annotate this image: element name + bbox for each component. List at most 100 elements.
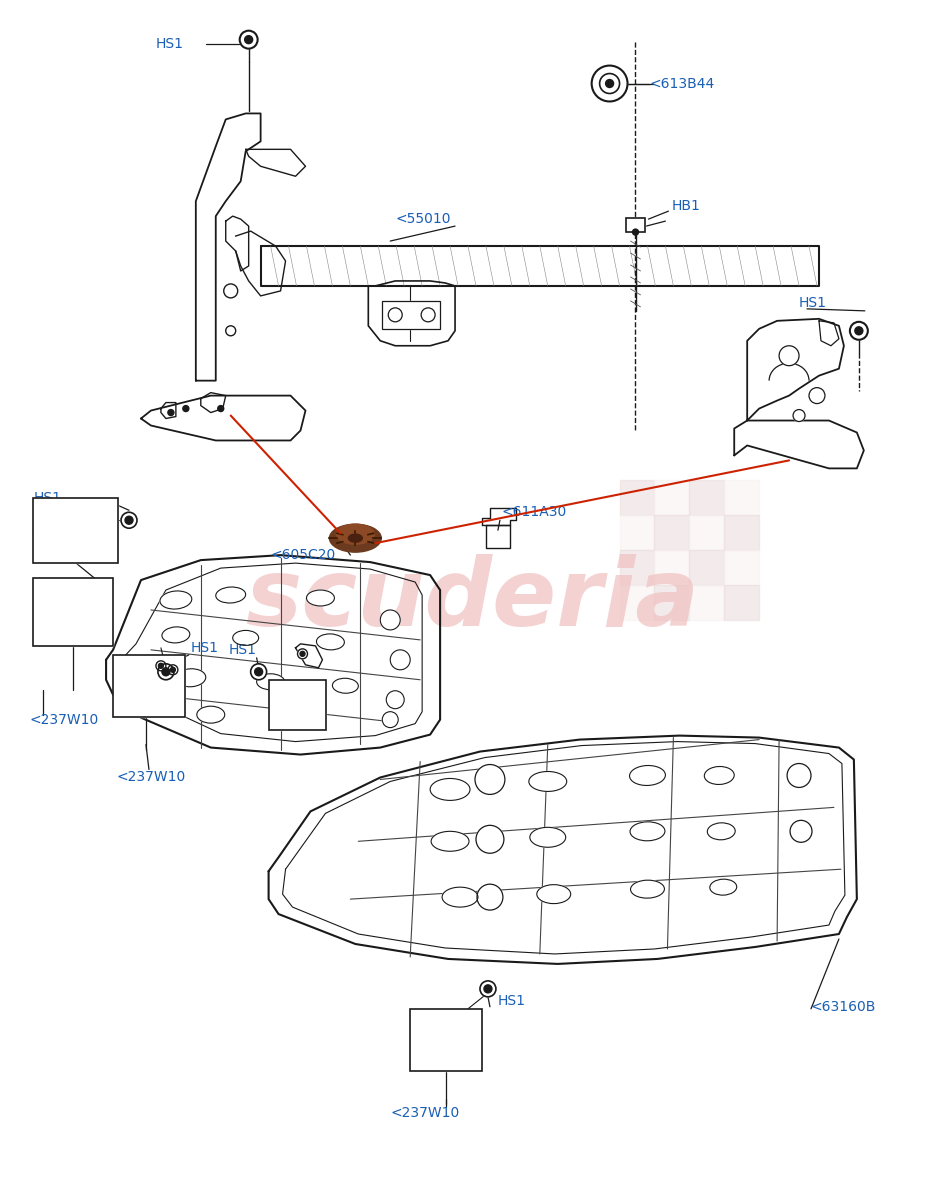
Circle shape [790, 821, 812, 842]
Bar [724, 515, 759, 550]
Ellipse shape [257, 673, 284, 690]
Ellipse shape [630, 766, 666, 786]
Text: <605C20: <605C20 [271, 548, 336, 562]
Circle shape [156, 661, 166, 671]
Circle shape [388, 308, 402, 322]
Circle shape [484, 985, 492, 992]
Bar [382, 301, 440, 329]
Bar [269, 679, 327, 730]
Text: <237W10: <237W10 [390, 1106, 460, 1121]
Bar [269, 679, 327, 730]
Circle shape [121, 512, 137, 528]
Ellipse shape [631, 880, 665, 898]
Bar [411, 1009, 482, 1070]
Ellipse shape [307, 590, 334, 606]
Circle shape [480, 980, 496, 997]
Circle shape [380, 610, 400, 630]
Circle shape [787, 763, 811, 787]
Circle shape [475, 764, 505, 794]
Bar [689, 480, 724, 515]
Bar [411, 1009, 482, 1070]
Circle shape [855, 326, 863, 335]
Text: scuderia: scuderia [245, 554, 699, 646]
Circle shape [599, 73, 619, 94]
Bar [654, 550, 689, 586]
Text: <63160A: <63160A [33, 514, 98, 527]
Bar [113, 655, 185, 716]
Circle shape [850, 322, 868, 340]
Circle shape [168, 665, 177, 674]
Bar [654, 515, 689, 550]
Text: HS1: HS1 [799, 296, 827, 310]
Ellipse shape [630, 822, 665, 841]
Text: HB1: HB1 [671, 199, 700, 214]
Circle shape [255, 667, 262, 676]
Circle shape [592, 66, 628, 102]
Circle shape [224, 284, 238, 298]
Text: <611A30: <611A30 [502, 505, 567, 520]
Circle shape [183, 406, 189, 412]
Ellipse shape [196, 706, 225, 724]
Bar [619, 586, 654, 620]
Ellipse shape [530, 827, 565, 847]
Text: <63160B: <63160B [811, 1000, 876, 1014]
Circle shape [632, 229, 638, 235]
Circle shape [218, 406, 224, 412]
Bar [654, 480, 689, 515]
Bar [689, 550, 724, 586]
Bar [113, 655, 185, 716]
Circle shape [386, 691, 404, 709]
Ellipse shape [216, 587, 245, 604]
Text: HS1: HS1 [497, 994, 526, 1008]
Bar [689, 515, 724, 550]
Circle shape [779, 346, 799, 366]
Ellipse shape [336, 524, 374, 544]
Bar [33, 578, 113, 646]
Ellipse shape [707, 823, 735, 840]
Bar [33, 498, 118, 563]
Text: HS1: HS1 [156, 37, 184, 50]
Bar [619, 550, 654, 586]
Ellipse shape [442, 887, 478, 907]
Circle shape [297, 649, 308, 659]
Bar [689, 586, 724, 620]
Circle shape [809, 388, 825, 403]
Ellipse shape [233, 630, 259, 646]
Bar [626, 218, 646, 232]
Circle shape [300, 652, 305, 656]
Ellipse shape [176, 668, 206, 686]
Ellipse shape [329, 524, 381, 552]
Bar [724, 586, 759, 620]
Ellipse shape [529, 772, 566, 792]
Bar [724, 550, 759, 586]
Circle shape [162, 667, 170, 676]
Ellipse shape [162, 626, 190, 643]
Bar [626, 218, 646, 232]
Circle shape [159, 664, 163, 668]
Text: <613B44: <613B44 [649, 77, 715, 90]
Ellipse shape [537, 884, 571, 904]
Bar [654, 586, 689, 620]
Circle shape [240, 31, 258, 49]
Text: <55010: <55010 [396, 212, 450, 226]
Ellipse shape [704, 767, 734, 785]
Ellipse shape [332, 678, 359, 694]
Bar [33, 498, 118, 563]
Circle shape [244, 36, 253, 43]
Text: HS1: HS1 [33, 491, 61, 505]
Circle shape [421, 308, 435, 322]
Text: <237W10: <237W10 [116, 770, 185, 785]
Circle shape [476, 826, 504, 853]
Ellipse shape [710, 880, 736, 895]
Text: HS1: HS1 [228, 643, 257, 656]
Circle shape [606, 79, 614, 88]
Circle shape [382, 712, 398, 727]
Ellipse shape [348, 534, 362, 542]
Ellipse shape [430, 779, 470, 800]
Ellipse shape [278, 710, 303, 725]
Ellipse shape [160, 590, 192, 610]
Circle shape [477, 884, 503, 910]
Text: <237W10: <237W10 [29, 713, 98, 727]
Bar [619, 480, 654, 515]
Ellipse shape [316, 634, 345, 650]
